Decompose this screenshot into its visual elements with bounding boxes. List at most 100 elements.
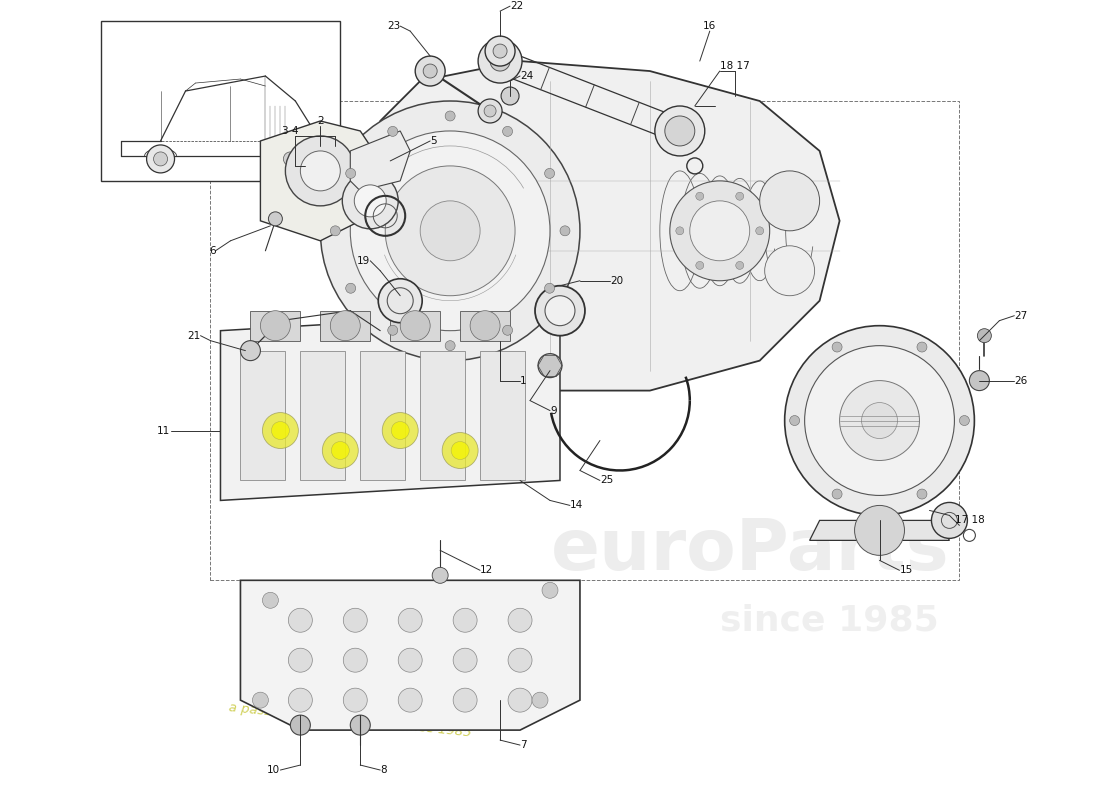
Circle shape — [446, 341, 455, 350]
Text: 20: 20 — [609, 276, 623, 286]
Text: a passion for motor parts since 1985: a passion for motor parts since 1985 — [229, 701, 472, 739]
Circle shape — [484, 105, 496, 117]
Circle shape — [696, 262, 704, 270]
Text: 15: 15 — [900, 566, 913, 575]
Polygon shape — [241, 580, 580, 730]
Text: 27: 27 — [1014, 310, 1027, 321]
Text: 5: 5 — [430, 136, 437, 146]
Circle shape — [542, 582, 558, 598]
Circle shape — [478, 39, 522, 83]
Bar — [100, 21, 340, 181]
Text: 1: 1 — [520, 376, 527, 386]
Circle shape — [544, 169, 554, 178]
Circle shape — [764, 246, 815, 296]
Circle shape — [322, 433, 359, 469]
Circle shape — [392, 422, 409, 439]
Circle shape — [154, 152, 167, 166]
Circle shape — [917, 342, 927, 352]
Circle shape — [959, 415, 969, 426]
Circle shape — [343, 608, 367, 632]
Circle shape — [760, 171, 820, 231]
Circle shape — [276, 145, 305, 173]
Circle shape — [453, 688, 477, 712]
Text: euroParts: euroParts — [550, 516, 949, 585]
Circle shape — [508, 688, 532, 712]
Circle shape — [503, 126, 513, 136]
Bar — [241, 350, 285, 481]
Circle shape — [508, 648, 532, 672]
Circle shape — [538, 354, 562, 378]
Circle shape — [288, 608, 312, 632]
Circle shape — [432, 567, 448, 583]
Bar — [390, 310, 440, 341]
Text: 11: 11 — [157, 426, 170, 435]
Polygon shape — [261, 121, 381, 241]
Text: 8: 8 — [381, 765, 387, 775]
Circle shape — [343, 648, 367, 672]
Polygon shape — [361, 61, 839, 390]
Circle shape — [478, 99, 502, 123]
Circle shape — [932, 502, 967, 538]
Circle shape — [535, 286, 585, 336]
Bar — [320, 310, 371, 341]
Bar — [210, 101, 959, 580]
Circle shape — [288, 688, 312, 712]
Circle shape — [330, 226, 340, 236]
Circle shape — [453, 608, 477, 632]
Circle shape — [756, 227, 763, 235]
Circle shape — [241, 341, 261, 361]
Text: 10: 10 — [267, 765, 280, 775]
Circle shape — [861, 402, 898, 438]
Text: 9: 9 — [550, 406, 557, 415]
Polygon shape — [350, 131, 410, 191]
Circle shape — [354, 185, 386, 217]
Circle shape — [485, 36, 515, 66]
Circle shape — [331, 442, 350, 459]
Circle shape — [442, 433, 478, 469]
Circle shape — [398, 648, 422, 672]
Circle shape — [320, 101, 580, 361]
Circle shape — [285, 136, 355, 206]
Circle shape — [532, 692, 548, 708]
Circle shape — [343, 688, 367, 712]
Circle shape — [470, 310, 500, 341]
Circle shape — [832, 489, 843, 499]
Circle shape — [415, 56, 446, 86]
Text: 3 4: 3 4 — [282, 126, 298, 136]
Circle shape — [544, 296, 575, 326]
Circle shape — [420, 201, 480, 261]
Circle shape — [969, 370, 989, 390]
Text: 14: 14 — [570, 501, 583, 510]
Text: 26: 26 — [1014, 376, 1027, 386]
Circle shape — [284, 152, 297, 166]
Bar — [460, 310, 510, 341]
Circle shape — [560, 226, 570, 236]
Circle shape — [350, 131, 550, 330]
Text: 25: 25 — [600, 475, 613, 486]
Circle shape — [790, 415, 800, 426]
Text: 18 17: 18 17 — [719, 61, 749, 71]
Circle shape — [736, 192, 744, 200]
Circle shape — [502, 87, 519, 105]
Circle shape — [400, 310, 430, 341]
Circle shape — [398, 608, 422, 632]
Text: 19: 19 — [358, 256, 371, 266]
Circle shape — [263, 413, 298, 449]
Circle shape — [345, 169, 355, 178]
Text: 22: 22 — [510, 1, 524, 11]
Circle shape — [300, 151, 340, 191]
Text: 17 18: 17 18 — [955, 515, 984, 526]
Circle shape — [832, 342, 843, 352]
Text: 16: 16 — [703, 21, 716, 31]
Text: 21: 21 — [187, 330, 200, 341]
Circle shape — [398, 688, 422, 712]
Circle shape — [378, 278, 422, 322]
Circle shape — [696, 192, 704, 200]
Circle shape — [855, 506, 904, 555]
Circle shape — [654, 106, 705, 156]
Circle shape — [261, 310, 290, 341]
Circle shape — [917, 489, 927, 499]
Circle shape — [342, 173, 398, 229]
Circle shape — [544, 283, 554, 294]
Circle shape — [690, 201, 750, 261]
